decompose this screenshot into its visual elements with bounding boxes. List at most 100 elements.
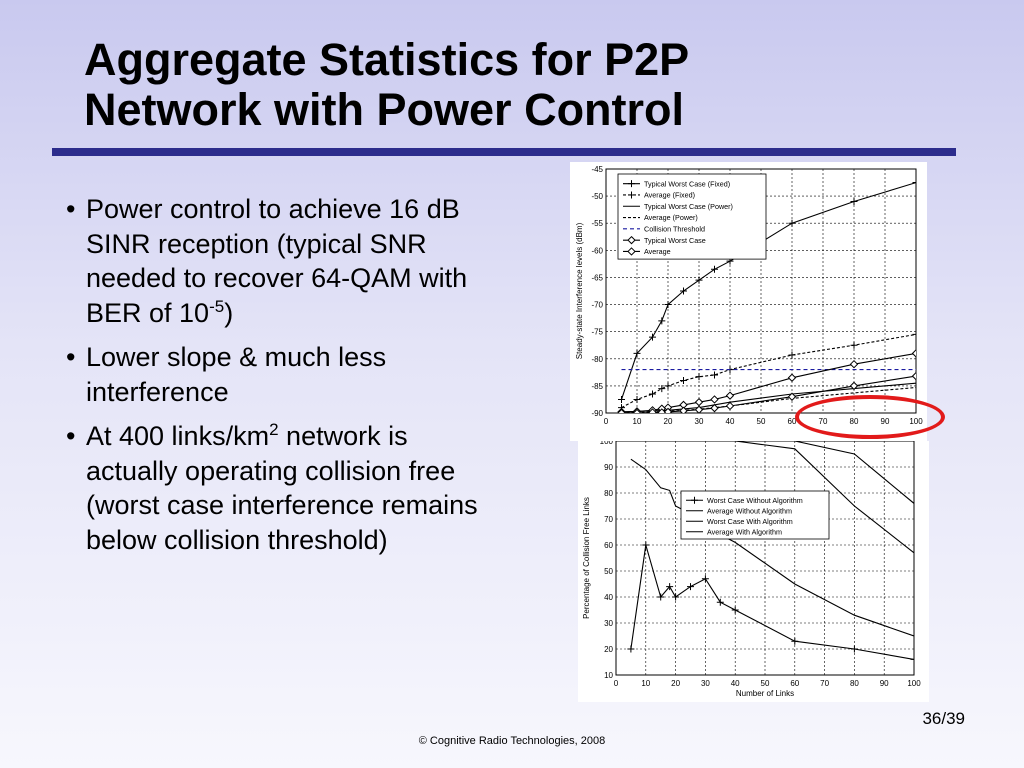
collision-free-chart-panel: 0 10 20 30 40 50 60 70 80 90 100 100 90 80 70 60 50 40 30 2… (578, 441, 929, 702)
plus-marker (912, 330, 916, 338)
x-tick-label: 20 (671, 679, 680, 688)
plus-marker (695, 373, 703, 381)
y-tick-label: -60 (591, 246, 603, 255)
diamond-marker (911, 371, 916, 381)
legend-label: Average (Power) (644, 213, 698, 222)
y-tick-label: -55 (591, 219, 603, 228)
plus-marker (791, 637, 799, 645)
bullet-marker: • (66, 342, 76, 372)
slide-number: 36/39 (922, 709, 965, 728)
x-tick-label: 70 (819, 417, 828, 426)
plus-marker (910, 655, 914, 663)
plus-marker (912, 179, 916, 187)
y-tick-label: 20 (604, 645, 613, 654)
y-tick-label: 10 (604, 671, 613, 680)
series-line (620, 182, 916, 400)
diamond-marker (627, 235, 636, 245)
diamond-marker (648, 408, 657, 413)
diamond-marker (710, 395, 719, 404)
series-line (794, 441, 914, 504)
plus-marker (649, 333, 656, 341)
slide-title: Aggregate Statistics for P2P Network wit… (84, 35, 864, 135)
collision-free-chart: 0 10 20 30 40 50 60 70 80 90 100100908070605040302… (582, 441, 921, 698)
y-tick-label: 90 (604, 463, 613, 472)
y-tick-label: 50 (604, 567, 613, 576)
plus-marker (627, 645, 635, 653)
x-tick-label: 60 (790, 679, 799, 688)
plus-marker (850, 198, 858, 206)
legend-label: Worst Case Without Algorithm (707, 496, 803, 505)
legend-box (680, 490, 830, 540)
plus-marker (680, 376, 687, 384)
x-tick-label: 50 (761, 679, 770, 688)
bullet-text: Power control to achieve 16 dB SINR rece… (86, 194, 468, 328)
plus-marker (628, 191, 635, 199)
bullet-text: At 400 links/km (86, 421, 270, 451)
diamond-marker (911, 349, 916, 358)
x-tick-label: 100 (909, 417, 923, 426)
x-tick-label: 50 (757, 417, 766, 426)
plus-marker (701, 575, 709, 583)
plus-marker (666, 583, 674, 591)
bullet-marker: • (66, 194, 76, 224)
plus-marker (657, 593, 665, 601)
y-tick-label: -85 (591, 382, 603, 391)
plot-frame (615, 441, 915, 676)
diamond-marker (710, 403, 719, 413)
y-tick-label: 40 (604, 593, 613, 602)
series-line (630, 458, 914, 637)
diamond-marker (679, 406, 688, 413)
bullet-tail: ) (224, 297, 234, 328)
legend-label: Average (Fixed) (644, 191, 695, 200)
x-tick-label: 90 (880, 679, 889, 688)
y-tick-label: -50 (591, 192, 603, 201)
x-tick-label: 40 (726, 417, 735, 426)
plus-marker (633, 349, 641, 357)
plus-marker (788, 351, 796, 359)
y-tick-label: -90 (591, 409, 603, 418)
plus-marker (664, 301, 672, 309)
bullet-item: • Power control to achieve 16 dB SINR re… (62, 192, 482, 330)
plus-marker (850, 341, 858, 349)
diamond-marker (787, 373, 797, 382)
diamond-marker (849, 359, 859, 369)
legend-label: Typical Worst Case (Fixed) (644, 179, 730, 188)
x-tick-label: 20 (664, 417, 673, 426)
y-tick-label: 30 (604, 619, 613, 628)
diamond-marker (725, 401, 735, 411)
plot-area (617, 179, 916, 413)
x-tick-label: 90 (881, 417, 890, 426)
y-tick-label: 100 (600, 441, 614, 446)
interference-chart: 0 10 20 30 40 50 60 70 80 90 100 -45 -50 -55 -60 -65 -70… (575, 165, 923, 426)
plus-marker (711, 265, 718, 273)
plus-marker (695, 276, 703, 284)
x-tick-label: 0 (604, 417, 609, 426)
plus-marker (672, 593, 680, 601)
x-tick-label: 100 (907, 679, 921, 688)
plus-marker (716, 598, 724, 606)
diamond-marker (849, 381, 859, 391)
diamond-marker (617, 408, 626, 413)
legend-label: Collision Threshold (644, 224, 705, 233)
plus-marker (642, 541, 650, 549)
plus-marker (664, 382, 672, 390)
y-axis-label: Steady-state Interference levels (dBm) (575, 222, 584, 359)
y-tick-label: 80 (604, 489, 613, 498)
bullet-text: Lower slope & much less interference (86, 342, 387, 407)
plus-marker (788, 219, 796, 227)
plus-marker (687, 583, 694, 591)
diamond-marker (632, 408, 642, 413)
x-tick-label: 0 (614, 679, 619, 688)
bullet-item: • Lower slope & much less interference (62, 340, 482, 409)
diamond-marker (663, 407, 673, 413)
plus-marker (658, 317, 666, 325)
title-rule (52, 148, 956, 156)
x-tick-label: 40 (731, 679, 740, 688)
bullet-item: • At 400 links/km2 network is actually o… (62, 419, 482, 557)
title-line-1: Aggregate Statistics for P2P (84, 34, 690, 85)
y-tick-label: -80 (591, 355, 603, 364)
y-tick-label: -70 (591, 301, 603, 310)
bullet-superscript: -5 (209, 296, 225, 316)
plus-marker (658, 385, 666, 393)
bullet-superscript: 2 (269, 420, 279, 439)
